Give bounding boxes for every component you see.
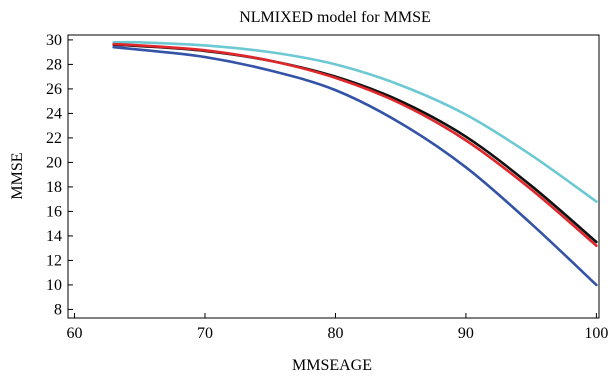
y-tick-label: 10 — [46, 277, 62, 294]
x-tick-label: 90 — [458, 325, 474, 342]
y-tick-label: 28 — [46, 56, 62, 73]
y-tick-label: 24 — [46, 105, 62, 122]
x-axis-label: MMSEAGE — [292, 357, 372, 374]
y-tick-label: 16 — [46, 203, 62, 220]
series-line-4 — [112, 45, 598, 287]
x-tick-label: 80 — [327, 325, 343, 342]
x-tick-label: 60 — [67, 325, 83, 342]
series-line-3 — [112, 42, 598, 248]
x-tick-label: 70 — [197, 325, 213, 342]
y-axis-label: MMSE — [9, 152, 26, 199]
y-tick-label: 30 — [46, 32, 62, 49]
series-line-1 — [112, 40, 598, 203]
x-tick-label: 100 — [584, 325, 608, 342]
y-tick-label: 12 — [46, 252, 62, 269]
series-line-2 — [112, 43, 598, 244]
y-tick-label: 8 — [54, 301, 62, 318]
chart-title: NLMIXED model for MMSE — [239, 9, 431, 26]
plot-frame — [67, 34, 600, 319]
series-layer — [112, 40, 598, 287]
y-tick-label: 18 — [46, 179, 62, 196]
y-tick-label: 20 — [46, 154, 62, 171]
y-tick-label: 26 — [46, 81, 62, 98]
y-tick-label: 22 — [46, 130, 62, 147]
ticks-layer: 60 70 80 90 100 8 10 12 14 16 18 20 22 24 26 28 30 — [46, 32, 608, 342]
y-tick-label: 14 — [46, 228, 62, 245]
